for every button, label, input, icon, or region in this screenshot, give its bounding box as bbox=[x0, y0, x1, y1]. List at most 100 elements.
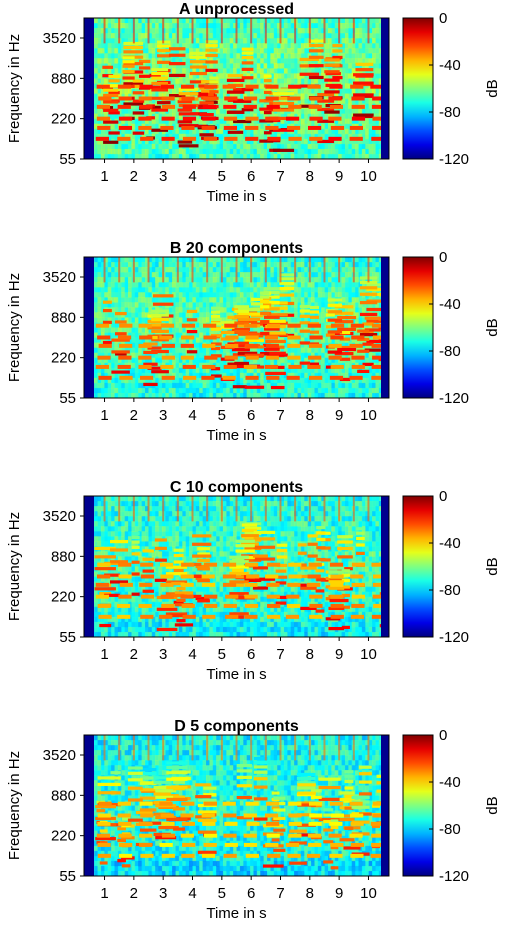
colorbar-tick-label: 0 bbox=[439, 249, 447, 266]
colorbar-tick-label: -80 bbox=[439, 821, 461, 838]
colorbar-tick-label: -40 bbox=[439, 774, 461, 791]
y-tick-label: 3520 bbox=[43, 30, 76, 47]
x-tick-label: 9 bbox=[335, 885, 343, 902]
colorbar-tick-label: -120 bbox=[439, 868, 469, 885]
colorbar-label: dB bbox=[484, 318, 501, 336]
y-tick-label: 220 bbox=[51, 589, 76, 606]
colorbar-tick-label: -80 bbox=[439, 582, 461, 599]
x-axis-label: Time in s bbox=[206, 427, 266, 444]
x-tick-label: 8 bbox=[306, 407, 314, 424]
x-tick-label: 3 bbox=[159, 168, 167, 185]
spectrogram-panel: A unprocessed 1 2 3 4 5 6 7 8 9 10 55 220 880 3520 Time… bbox=[6, 1, 501, 205]
x-tick-label: 6 bbox=[247, 168, 255, 185]
x-tick-label: 9 bbox=[335, 407, 343, 424]
panel-title: D 5 components bbox=[174, 718, 299, 735]
x-tick-label: 7 bbox=[276, 407, 284, 424]
colorbar-tick-label: 0 bbox=[439, 488, 447, 505]
y-tick-label: 880 bbox=[51, 309, 76, 326]
y-tick-label: 55 bbox=[59, 868, 76, 885]
y-axis-label: Frequency in Hz bbox=[6, 34, 23, 143]
colorbar-tick-label: 0 bbox=[439, 727, 447, 744]
x-tick-label: 4 bbox=[188, 168, 196, 185]
x-axis-label: Time in s bbox=[206, 905, 266, 922]
y-tick-label: 220 bbox=[51, 111, 76, 128]
y-tick-label: 55 bbox=[59, 629, 76, 646]
x-tick-label: 10 bbox=[360, 885, 377, 902]
colorbar-gradient bbox=[402, 256, 434, 399]
x-tick-label: 4 bbox=[188, 646, 196, 663]
colorbar: 0 -40 -80 -120 dB bbox=[402, 727, 501, 885]
colorbar: 0 -40 -80 -120 dB bbox=[402, 10, 501, 168]
x-tick-label: 3 bbox=[159, 885, 167, 902]
plot-frame bbox=[83, 17, 390, 160]
spectrogram-image bbox=[84, 257, 389, 398]
x-tick-label: 8 bbox=[306, 646, 314, 663]
x-tick-label: 5 bbox=[218, 646, 226, 663]
colorbar-tick-label: -40 bbox=[439, 296, 461, 313]
panel-title: C 10 components bbox=[170, 479, 303, 496]
y-tick-label: 3520 bbox=[43, 269, 76, 286]
x-tick-label: 7 bbox=[276, 168, 284, 185]
x-tick-label: 1 bbox=[100, 646, 108, 663]
colorbar-tick-label: -80 bbox=[439, 343, 461, 360]
x-tick-label: 9 bbox=[335, 646, 343, 663]
y-tick-label: 880 bbox=[51, 70, 76, 87]
x-tick-label: 5 bbox=[218, 168, 226, 185]
colorbar-tick-label: 0 bbox=[439, 10, 447, 27]
y-tick-label: 220 bbox=[51, 350, 76, 367]
spectrogram-panel: C 10 components 1 2 3 4 5 6 7 8 9 10 55 220 880 3520 Ti… bbox=[6, 479, 501, 683]
x-tick-label: 2 bbox=[130, 646, 138, 663]
x-axis-label: Time in s bbox=[206, 188, 266, 205]
x-tick-label: 3 bbox=[159, 646, 167, 663]
x-axis-label: Time in s bbox=[206, 666, 266, 683]
colorbar-tick-label: -40 bbox=[439, 535, 461, 552]
x-tick-label: 1 bbox=[100, 168, 108, 185]
y-tick-label: 880 bbox=[51, 548, 76, 565]
colorbar-label: dB bbox=[484, 79, 501, 97]
x-tick-label: 6 bbox=[247, 646, 255, 663]
x-tick-label: 6 bbox=[247, 407, 255, 424]
x-tick-label: 7 bbox=[276, 646, 284, 663]
colorbar-gradient bbox=[402, 495, 434, 638]
x-tick-label: 10 bbox=[360, 646, 377, 663]
plot-frame bbox=[83, 256, 390, 399]
spectrogram-image bbox=[84, 735, 389, 876]
x-tick-label: 5 bbox=[218, 885, 226, 902]
y-tick-label: 3520 bbox=[43, 747, 76, 764]
x-tick-label: 7 bbox=[276, 885, 284, 902]
x-tick-label: 8 bbox=[306, 885, 314, 902]
panel-title: B 20 components bbox=[170, 240, 303, 257]
spectrogram-panel: D 5 components 1 2 3 4 5 6 7 8 9 10 55 220 880 3520 Tim… bbox=[6, 718, 501, 922]
x-tick-label: 4 bbox=[188, 407, 196, 424]
colorbar: 0 -40 -80 -120 dB bbox=[402, 249, 501, 407]
y-axis-label: Frequency in Hz bbox=[6, 512, 23, 621]
x-tick-label: 1 bbox=[100, 885, 108, 902]
x-tick-label: 10 bbox=[360, 168, 377, 185]
y-axis-label: Frequency in Hz bbox=[6, 751, 23, 860]
x-tick-label: 9 bbox=[335, 168, 343, 185]
colorbar-tick-label: -120 bbox=[439, 390, 469, 407]
x-tick-label: 1 bbox=[100, 407, 108, 424]
spectrogram-panel: B 20 components 1 2 3 4 5 6 7 8 9 10 55 220 880 3520 Ti… bbox=[6, 240, 501, 444]
x-tick-label: 5 bbox=[218, 407, 226, 424]
y-tick-label: 3520 bbox=[43, 508, 76, 525]
x-tick-label: 8 bbox=[306, 168, 314, 185]
x-tick-label: 10 bbox=[360, 407, 377, 424]
y-tick-label: 55 bbox=[59, 390, 76, 407]
plot-frame bbox=[83, 495, 390, 638]
x-tick-label: 3 bbox=[159, 407, 167, 424]
x-tick-label: 2 bbox=[130, 407, 138, 424]
y-tick-label: 55 bbox=[59, 151, 76, 168]
plot-frame bbox=[83, 734, 390, 877]
panel-title: A unprocessed bbox=[179, 1, 294, 18]
colorbar-label: dB bbox=[484, 557, 501, 575]
spectrogram-image bbox=[84, 496, 389, 637]
y-axis-label: Frequency in Hz bbox=[6, 273, 23, 382]
x-tick-label: 6 bbox=[247, 885, 255, 902]
colorbar-tick-label: -120 bbox=[439, 151, 469, 168]
x-tick-label: 2 bbox=[130, 885, 138, 902]
colorbar-gradient bbox=[402, 17, 434, 160]
colorbar-tick-label: -40 bbox=[439, 57, 461, 74]
colorbar-label: dB bbox=[484, 796, 501, 814]
